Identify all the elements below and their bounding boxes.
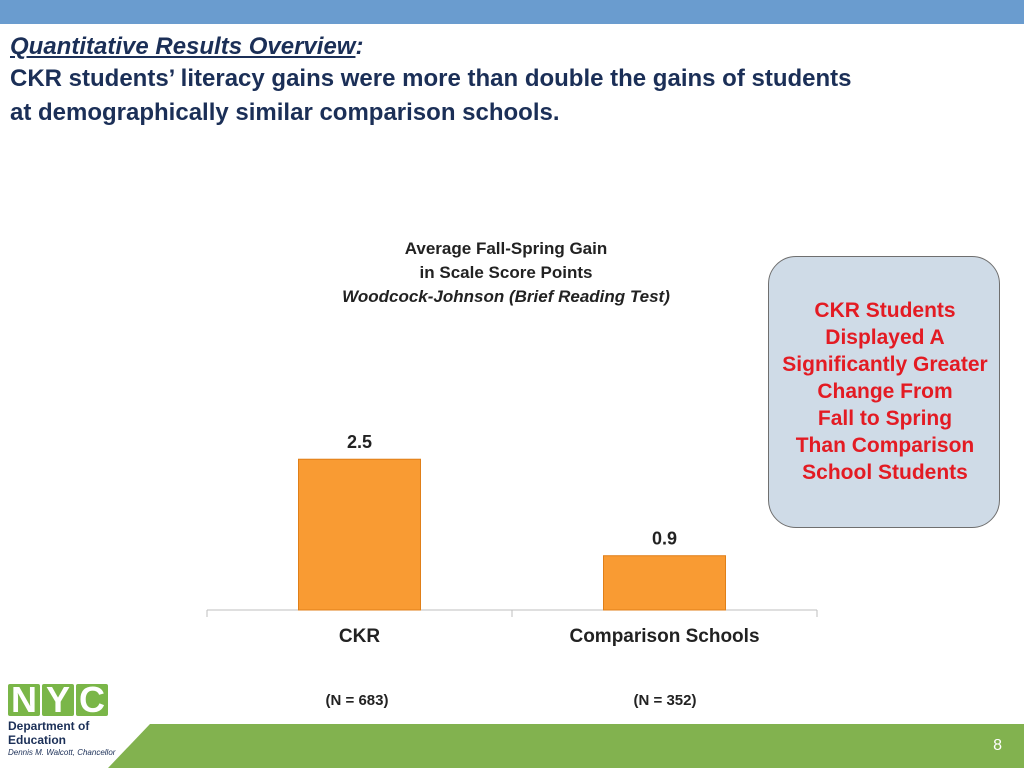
slide-header: Quantitative Results Overview: CKR stude… <box>10 32 1020 130</box>
footer-bar <box>108 724 1024 768</box>
footer-green-band <box>108 724 1024 768</box>
bar-0 <box>298 458 421 611</box>
page-number: 8 <box>993 737 1002 754</box>
headline-line-1: CKR students’ literacy gains were more t… <box>10 65 852 92</box>
chart-title: Average Fall-Spring Gain in Scale Score … <box>246 237 766 309</box>
chancellor-name: Dennis M. Walcott, Chancellor <box>8 748 116 757</box>
top-banner <box>0 0 1024 24</box>
bar-1 <box>603 555 726 611</box>
data-label-1: 0.9 <box>652 529 677 549</box>
department-name: Department of Education <box>8 719 90 747</box>
category-label-0: CKR <box>339 626 380 647</box>
chart-title-line-3: Woodcock-Johnson (Brief Reading Test) <box>342 287 670 306</box>
sample-size-comparison: (N = 352) <box>633 692 697 709</box>
nyc-letters: N Y C <box>8 682 128 718</box>
callout-box: CKR Students Displayed A Significantly G… <box>768 256 1000 528</box>
chart-title-line-1: Average Fall-Spring Gain <box>404 239 608 258</box>
logo-letter-n: N <box>8 682 40 718</box>
section-subtitle: Quantitative Results Overview: <box>10 33 364 60</box>
chart-title-line-2: in Scale Score Points <box>419 263 593 282</box>
sample-size-ckr: (N = 683) <box>325 692 389 709</box>
headline-line-2: at demographically similar comparison sc… <box>10 99 560 126</box>
callout-text: CKR Students Displayed A Significantly G… <box>782 299 988 484</box>
nyc-doe-logo: N Y C Department of Education Dennis M. … <box>8 682 128 764</box>
data-label-0: 2.5 <box>347 432 372 452</box>
category-label-1: Comparison Schools <box>569 626 759 647</box>
logo-letter-c: C <box>76 682 108 718</box>
logo-letter-y: Y <box>42 682 74 718</box>
